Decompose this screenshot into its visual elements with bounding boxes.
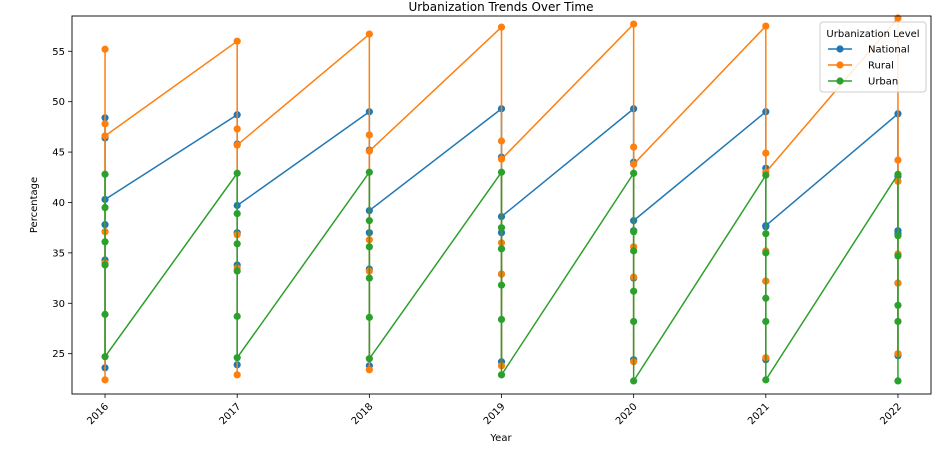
data-point-rural [894,14,902,22]
data-point-urban [365,355,373,363]
x-axis: 2016 2017 2018 2019 2020 2021 2022 [85,394,904,427]
x-tick-label: 2016 [85,401,111,427]
data-point-urban [630,377,638,385]
y-tick-label: 50 [52,97,65,108]
data-point-urban [365,313,373,321]
chart-title: Urbanization Trends Over Time [408,0,593,14]
data-point-urban [894,317,902,326]
x-axis-title: Year [489,433,512,444]
data-point-urban [497,371,506,379]
data-point-rural [233,37,241,45]
data-point-rural [233,125,241,133]
data-point-urban [762,171,770,179]
data-point-rural [233,141,241,149]
data-point-urban [894,232,902,240]
data-point-urban [233,240,241,248]
data-point-urban [365,168,373,176]
legend-label-rural: Rural [868,61,894,72]
data-point-rural [630,160,638,168]
data-point-rural [762,149,770,157]
data-point-rural [630,20,638,28]
x-tick-label: 2017 [218,401,244,427]
data-point-urban [365,217,373,225]
data-point-urban [365,243,373,251]
data-point-urban [365,274,373,282]
x-tick-label: 2018 [350,401,376,427]
data-point-urban [497,168,506,176]
data-point-rural [101,45,109,53]
data-point-rural [365,131,373,139]
data-point-urban [894,252,902,260]
x-tick-label: 2022 [878,401,904,427]
legend-marker-rural [836,61,844,69]
data-point-urban [630,317,638,326]
data-point-rural [894,156,902,164]
legend-title: Urbanization Level [826,29,919,40]
data-point-rural [233,371,241,379]
data-point-urban [762,230,770,238]
y-tick-label: 55 [52,47,65,58]
data-point-urban [630,287,638,295]
x-tick-label: 2021 [746,401,772,427]
data-point-urban [101,310,109,318]
data-point-urban [233,354,241,362]
data-point-rural [630,143,638,151]
x-tick-label: 2019 [482,401,508,427]
series-line-urban [104,171,899,382]
data-point-rural [101,376,109,384]
data-point-urban [630,169,638,177]
legend-entries: National Rural Urban [828,45,910,88]
data-point-rural [101,120,109,128]
data-point-rural [365,147,373,155]
y-tick-label: 40 [52,198,65,209]
data-point-urban [101,238,109,246]
data-point-urban [233,209,241,218]
data-point-urban [762,249,770,257]
legend-marker-national [836,45,844,53]
y-axis-title: Percentage [29,177,40,233]
x-tick-label: 2020 [614,401,640,427]
data-point-urban [101,203,109,212]
y-tick-label: 45 [52,148,65,159]
data-point-urban [101,170,109,178]
data-point-urban [497,315,506,324]
data-point-urban [630,247,638,255]
data-point-urban [497,224,506,232]
data-point-urban [233,267,241,275]
y-axis: 25 30 35 40 45 50 55 [52,47,72,360]
legend-box [819,21,927,93]
data-point-rural [497,137,506,145]
data-point-rural [365,30,373,38]
data-point-urban [894,170,902,178]
data-point-urban [894,377,902,385]
data-point-urban [101,261,109,269]
data-point-urban [762,317,770,326]
legend: Urbanization Level National Rural Urban [819,21,927,93]
legend-label-urban: Urban [868,77,898,88]
data-point-urban [233,312,241,320]
y-tick-label: 25 [52,349,65,360]
data-point-urban [101,353,109,361]
data-point-urban [497,245,506,253]
data-point-urban [233,169,241,177]
legend-label-national: National [868,45,910,56]
legend-marker-urban [836,77,844,85]
y-tick-label: 35 [52,248,65,259]
data-point-urban [762,294,770,302]
data-point-rural [497,23,506,31]
data-point-urban [894,301,902,309]
data-point-rural [497,155,506,163]
data-point-urban [497,281,506,289]
data-point-urban [630,228,638,236]
data-point-rural [365,366,373,374]
plot-content [101,14,902,385]
data-point-rural [762,22,770,30]
y-tick-label: 30 [52,299,65,310]
data-point-rural [101,132,109,140]
data-point-urban [762,376,770,384]
